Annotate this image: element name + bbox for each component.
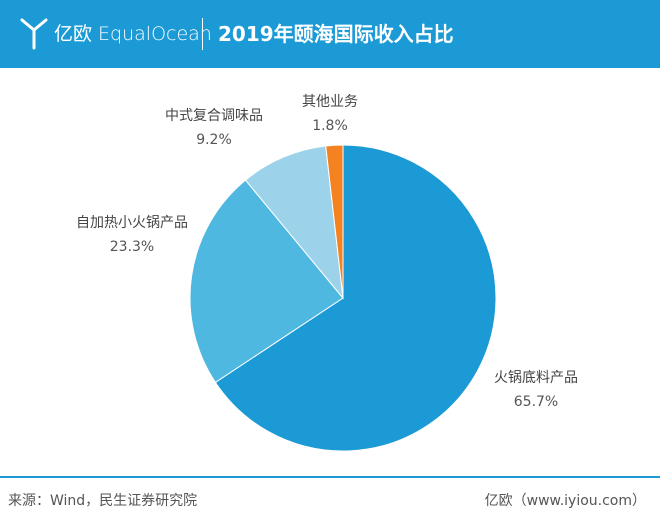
slice-label-self-heating-hotpot: 自加热小火锅产品 — [76, 215, 188, 231]
slice-label-chinese-seasoning: 中式复合调味品 — [165, 107, 263, 124]
chart-title: 2019年颐海国际收入占比 — [218, 22, 454, 46]
pie-chart-svg: 火锅底料产品 65.7% 自加热小火锅产品 23.3% 中式复合调味品 9.2% 其他业务 1… — [76, 94, 578, 452]
pie-slice-chinese-seasoning — [244, 145, 344, 300]
header-bar: 亿欧 EqualOcean 2019年颐海国际收入占比 — [0, 0, 660, 68]
header-divider — [202, 18, 203, 50]
source-note: 来源：Wind，民生证券研究院 — [8, 493, 198, 509]
slice-label-hotpot-base: 火锅底料产品 — [494, 370, 578, 386]
footer-divider — [0, 476, 660, 478]
slice-label-other-business: 其他业务 — [302, 94, 358, 110]
equalocean-logo-icon — [20, 18, 48, 50]
site-credit: 亿欧（www.iyiou.com） — [484, 493, 646, 509]
pie-chart: 火锅底料产品 65.7% 自加热小火锅产品 23.3% 中式复合调味品 9.2% 其他业务 1… — [0, 68, 660, 460]
pie-slice-self-heating-hotpot — [189, 179, 344, 384]
slice-value-other-business: 1.8% — [312, 118, 348, 134]
slice-value-self-heating-hotpot: 23.3% — [110, 239, 154, 255]
pie-slice-other-business — [325, 144, 344, 299]
brand-name: 亿欧 EqualOcean — [54, 23, 212, 45]
pie-slice-hotpot-base — [214, 144, 497, 452]
slice-value-hotpot-base: 65.7% — [514, 394, 558, 410]
slice-value-chinese-seasoning: 9.2% — [196, 132, 232, 148]
